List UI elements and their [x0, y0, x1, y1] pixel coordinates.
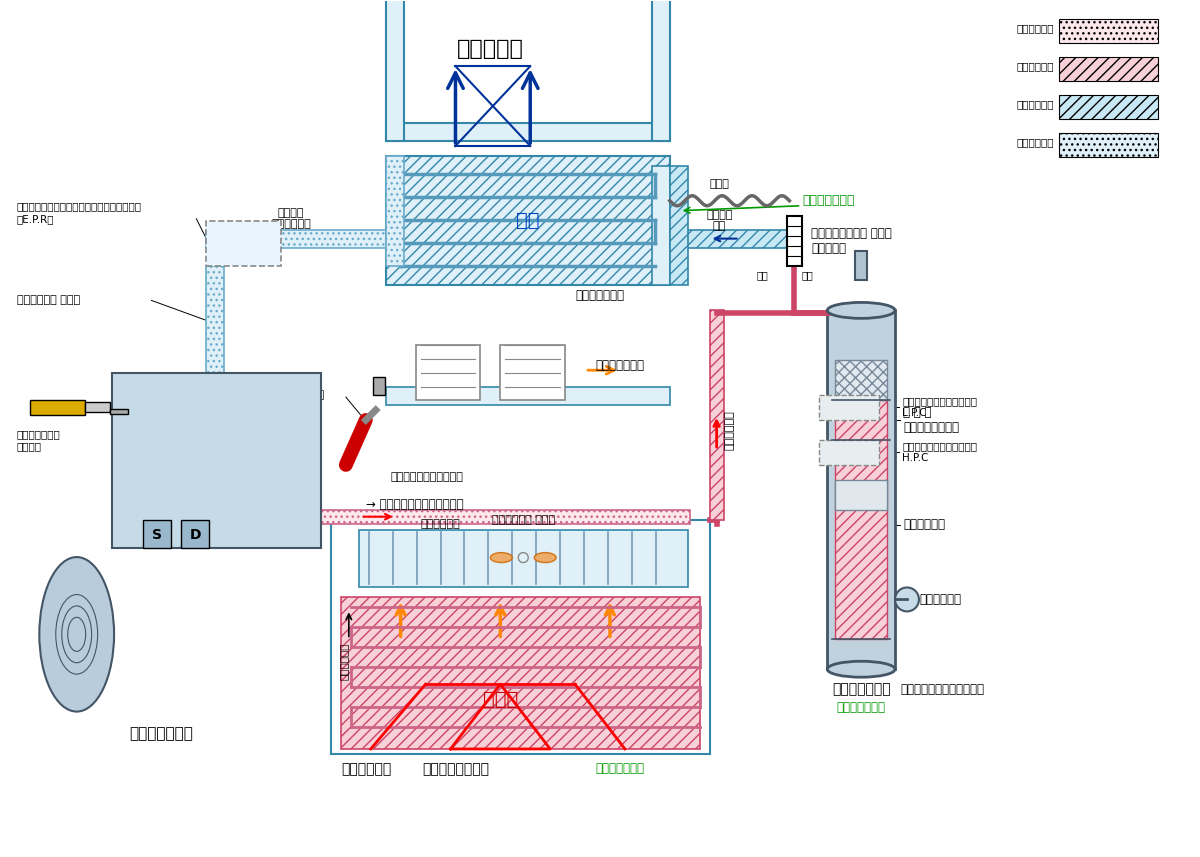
Bar	[835, 480, 887, 510]
Text: （E.P.R）: （E.P.R）	[17, 213, 54, 224]
Bar	[385, 156, 403, 266]
Text: エバポレータープレッシャーレギュレーター: エバポレータープレッシャーレギュレーター	[17, 201, 142, 211]
Text: フロントグリル側: フロントグリル側	[422, 762, 488, 776]
Ellipse shape	[827, 662, 895, 677]
Ellipse shape	[491, 553, 512, 562]
Bar	[827, 310, 895, 669]
Bar	[652, 0, 670, 141]
Bar	[652, 166, 670, 285]
Bar	[820, 395, 880, 420]
Bar	[1058, 133, 1158, 157]
Bar	[1058, 57, 1158, 81]
Text: 低圧: 低圧	[756, 271, 768, 280]
Circle shape	[895, 588, 919, 611]
Bar	[85, 402, 109, 412]
Text: ラジエーター ファン: ラジエーター ファン	[492, 515, 554, 524]
Text: コンプレッサー: コンプレッサー	[130, 727, 193, 741]
Text: ロープレッシャースイッチ
L.P.C: ロープレッシャースイッチ L.P.C	[902, 396, 977, 418]
Bar	[30, 400, 85, 415]
Text: 冷媒が液化する: 冷媒が液化する	[595, 763, 644, 776]
Bar	[373, 377, 385, 395]
Text: D: D	[190, 528, 202, 542]
Text: S: S	[152, 528, 162, 542]
Bar	[206, 266, 224, 510]
Bar	[385, 123, 670, 141]
Text: コンデンサー: コンデンサー	[341, 762, 391, 776]
Text: 感熱筒: 感熱筒	[709, 179, 730, 189]
Text: 低圧ガス
（気体）冷媒: 低圧ガス （気体）冷媒	[271, 208, 311, 230]
Text: 高圧: 高圧	[802, 271, 814, 280]
Bar	[109, 409, 127, 414]
Bar	[787, 216, 803, 266]
Text: サイトグラス: サイトグラス	[919, 593, 961, 606]
Bar	[341, 597, 700, 749]
Text: 高圧クイック カプラ: 高圧クイック カプラ	[262, 390, 324, 400]
Text: 低圧ガス冷媒: 低圧ガス冷媒	[1016, 137, 1054, 147]
Bar	[241, 230, 385, 248]
Bar	[670, 166, 688, 285]
Bar	[856, 250, 868, 280]
Text: （レシーバードライヤー）: （レシーバードライヤー）	[900, 683, 984, 696]
Text: ハイプレッシャースイッチ
H.P.C: ハイプレッシャースイッチ H.P.C	[902, 441, 977, 463]
Bar	[385, 387, 670, 405]
Bar	[385, 156, 670, 285]
Bar	[835, 360, 887, 400]
Bar	[1058, 95, 1158, 119]
Text: 車　内　側: 車 内 側	[457, 39, 523, 59]
Text: 低圧液体
冷媒: 低圧液体 冷媒	[707, 210, 733, 231]
Bar	[359, 530, 688, 588]
Bar	[206, 230, 241, 248]
Bar	[415, 345, 480, 400]
Text: 冷媒が蒸発する: 冷媒が蒸発する	[803, 195, 854, 207]
Text: 液冷媒を豊える: 液冷媒を豊える	[836, 700, 886, 714]
Bar	[500, 345, 565, 400]
Text: 高圧ガス冷媒: 高圧ガス冷媒	[1016, 23, 1054, 33]
Bar	[144, 519, 172, 548]
Bar	[820, 440, 880, 464]
Text: 高圧液体冷媒: 高圧液体冷媒	[725, 411, 734, 450]
Bar	[835, 400, 887, 639]
Text: Ⓗ高圧チャージニップル: Ⓗ高圧チャージニップル	[391, 472, 463, 482]
Bar	[206, 220, 281, 266]
Text: 举 燥 剤
モリキュラシーブ: 举 燥 剤 モリキュラシーブ	[904, 406, 959, 434]
Bar	[1058, 20, 1158, 43]
Bar	[331, 519, 709, 754]
Text: 放　熱: 放 熱	[482, 690, 518, 709]
Ellipse shape	[534, 553, 556, 562]
Bar	[215, 510, 690, 524]
Text: ラジエーター: ラジエーター	[338, 643, 349, 680]
Bar	[385, 0, 403, 141]
Bar	[112, 373, 320, 548]
Text: エキスパンション バルブ
（膨張弁）: エキスパンション バルブ （膨張弁）	[811, 226, 892, 255]
Text: 吸熱: 吸熱	[516, 211, 540, 231]
Text: Ⓛ低圧チャージ
ニップル: Ⓛ低圧チャージ ニップル	[17, 429, 61, 451]
Bar	[206, 472, 221, 510]
Text: ストレーナー: ストレーナー	[904, 518, 946, 531]
Text: 低圧クイック カプラ: 低圧クイック カプラ	[17, 296, 80, 305]
Bar	[211, 500, 226, 524]
Text: 低圧液体冷媒: 低圧液体冷媒	[1016, 99, 1054, 109]
Text: ラジエーター: ラジエーター	[420, 518, 461, 529]
Text: クーラーファン: クーラーファン	[595, 359, 644, 372]
Ellipse shape	[40, 557, 114, 711]
Text: リキッドタンク: リキッドタンク	[832, 682, 890, 696]
Bar	[181, 519, 209, 548]
Bar	[709, 310, 724, 519]
Bar	[670, 230, 787, 248]
Text: 高圧液体冷媒: 高圧液体冷媒	[1016, 61, 1054, 71]
Text: エバポレーター: エバポレーター	[575, 289, 624, 302]
Ellipse shape	[827, 303, 895, 318]
Text: → 高圧高温ガス（気体）冷媒: → 高圧高温ガス（気体）冷媒	[366, 498, 463, 512]
